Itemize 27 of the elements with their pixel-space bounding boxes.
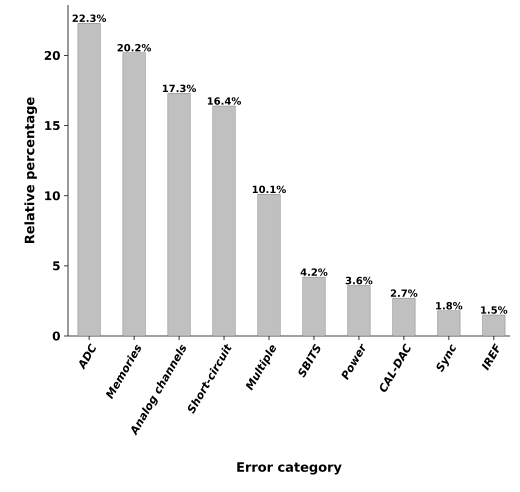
data-label: 1.8% [436,302,462,310]
data-label: 17.3% [162,84,196,92]
data-label: 2.7% [390,289,418,297]
data-label: 22.3% [72,14,106,22]
y-tick-label: 0 [52,331,60,341]
bar [212,106,236,336]
bar [302,276,326,336]
data-label: 3.6% [346,276,372,284]
bar [258,194,280,336]
bar [347,285,370,336]
bar [392,298,416,336]
bar [122,52,146,336]
data-label: 16.4% [208,97,242,105]
data-label: 10.1% [252,186,286,194]
y-tick-label: 10 [45,191,60,200]
bar [78,23,101,336]
x-axis-title: Error category [237,462,342,475]
y-tick-label: 15 [45,121,60,130]
data-label: 1.5% [481,306,508,314]
bar [482,314,506,336]
data-label: 20.2% [118,44,152,52]
y-tick-label: 5 [53,261,60,270]
bar [437,310,460,336]
bar [168,93,191,336]
data-label: 4.2% [300,268,328,276]
y-tick-label: 20 [44,50,60,60]
y-axis-title: Relative percentage [24,97,38,244]
